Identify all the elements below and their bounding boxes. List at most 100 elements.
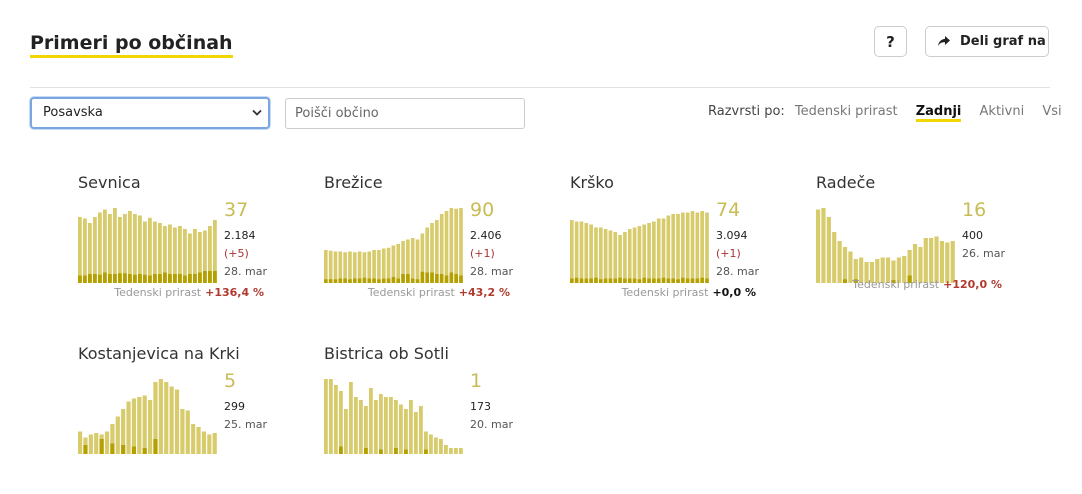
sparkline-bar-new [108,274,112,283]
sparkline-bar [137,397,142,454]
sparkline-bar-new [93,274,97,283]
sparkline-bar [902,256,907,283]
sparkline-bar-new [623,278,627,283]
sparkline-bar [110,424,115,454]
municipality-card-kostanjevica[interactable]: Kostanjevica na Krki 5 299 25. mar [78,344,318,494]
sparkline-bar [414,412,418,454]
sparkline-bar [333,251,338,283]
sparkline-bar [681,212,685,283]
municipality-name: Kostanjevica na Krki [78,344,240,363]
sparkline-bar [864,262,869,283]
weekly-growth-value: +0,0 % [712,286,756,299]
sparkline-bar [934,236,939,283]
sparkline-bar [401,241,405,283]
sparkline-bar [357,251,362,283]
sparkline-bar [88,223,92,283]
sparkline-bar [391,245,396,283]
sparkline-bar [126,401,131,454]
total-cases: 299 [224,400,245,413]
sparkline-bar [929,238,934,283]
active-cases: 74 [716,199,741,221]
sparkline-bar [203,230,207,283]
weekly-growth-label: Tedenski prirast [852,278,940,291]
sparkline-bar-new [203,271,207,283]
sparkline-bar-new [99,439,104,454]
sparkline-bar [939,241,945,283]
sparkline-bar-new [143,274,147,283]
sparkline-bar [859,257,864,283]
sparkline-chart [570,211,709,283]
region-select-value: Posavska [43,105,103,120]
weekly-growth: Tedenski prirast +136,4 % [114,286,264,299]
sparkline-bar [78,431,83,454]
sparkline-bar-new [362,277,367,283]
sparkline-bar [661,218,666,283]
municipality-card-radece[interactable]: Radeče 16 400 26. mar Tedenski prirast +1… [816,173,1056,323]
sparkline-bar [603,229,608,283]
municipality-card-krsko[interactable]: Krško 74 3.094 (+1) 28. mar Tedenski pri… [570,173,810,323]
active-cases: 16 [962,199,987,221]
sparkline-bar [212,433,217,454]
sort-label: Razvrsti po: [708,104,785,119]
sparkline-bar [324,250,328,283]
sparkline-bar [444,211,449,283]
header-divider [30,87,1050,88]
municipality-card-brezice[interactable]: Brežice 90 2.406 (+1) 28. mar Tedenski p… [324,173,564,323]
sparkline-bar [153,221,157,283]
sparkline-bar [700,211,704,283]
sparkline-bar [201,431,207,454]
sparkline-bar [191,424,196,454]
sparkline-bar [143,221,147,283]
sparkline-bar-new [642,277,647,283]
help-button[interactable]: ? [874,26,907,57]
sort-option-active[interactable]: Aktivni [979,104,1025,119]
municipality-card-sevnica[interactable]: Sevnica 37 2.184 (+5) 28. mar Tedenski p… [78,173,318,323]
sort-option-latest[interactable]: Zadnji [915,104,962,122]
sparkline-bar [123,214,127,283]
sparkline-bar-new [425,272,430,283]
sparkline-bar-new [842,279,848,283]
sparkline-bar-new [404,449,408,454]
help-button-label: ? [886,33,895,51]
sparkline-bar-new [110,443,115,454]
weekly-growth-value: +120,0 % [943,278,1002,291]
weekly-growth: Tedenski prirast +43,2 % [368,286,510,299]
sort-bar: Razvrsti po: Tedenski prirast Zadnji Akt… [708,104,1076,122]
sparkline-bar [837,241,842,283]
sparkline-bar-new [138,274,142,283]
sparkline-bar [88,434,93,454]
sparkline-bar [945,242,950,283]
last-date: 20. mar [470,418,513,431]
sparkline-bar [419,406,423,454]
sparkline-bar-new [391,277,396,283]
sparkline-bar [690,211,695,283]
municipality-card-bistrica[interactable]: Bistrica ob Sotli 1 173 20. mar [324,344,564,494]
sparkline-bar [570,220,574,283]
sparkline-bar [372,250,376,283]
sparkline-bar-new [83,275,87,283]
weekly-growth-value: +136,4 % [205,286,264,299]
sparkline-bar [386,247,391,283]
sparkline-bar-new [907,275,912,283]
sparkline-bar [343,252,347,283]
sparkline-bar [389,397,393,454]
sparkline-bar [449,448,453,454]
sparkline-bar-new [121,445,126,454]
share-button[interactable]: Deli graf na [925,26,1049,57]
active-cases: 5 [224,370,237,392]
sparkline-bar-new [401,274,405,283]
sparkline-bar-new [113,274,117,283]
sparkline-bar-new [118,273,122,283]
sparkline-bar [169,386,174,454]
sparkline-bar [399,404,403,454]
region-select[interactable]: Posavska [30,97,270,129]
sparkline-bar-new [367,278,372,283]
sparkline-bar-new [449,272,454,283]
sparkline-bar [133,214,137,283]
search-input[interactable]: Poišči občino [285,98,525,129]
active-cases: 1 [470,370,483,392]
total-cases: 400 [962,229,983,242]
share-arrow-icon [938,36,950,46]
sort-option-weekly-growth[interactable]: Tedenski prirast [794,104,898,119]
sort-option-all[interactable]: Vsi [1042,104,1062,119]
